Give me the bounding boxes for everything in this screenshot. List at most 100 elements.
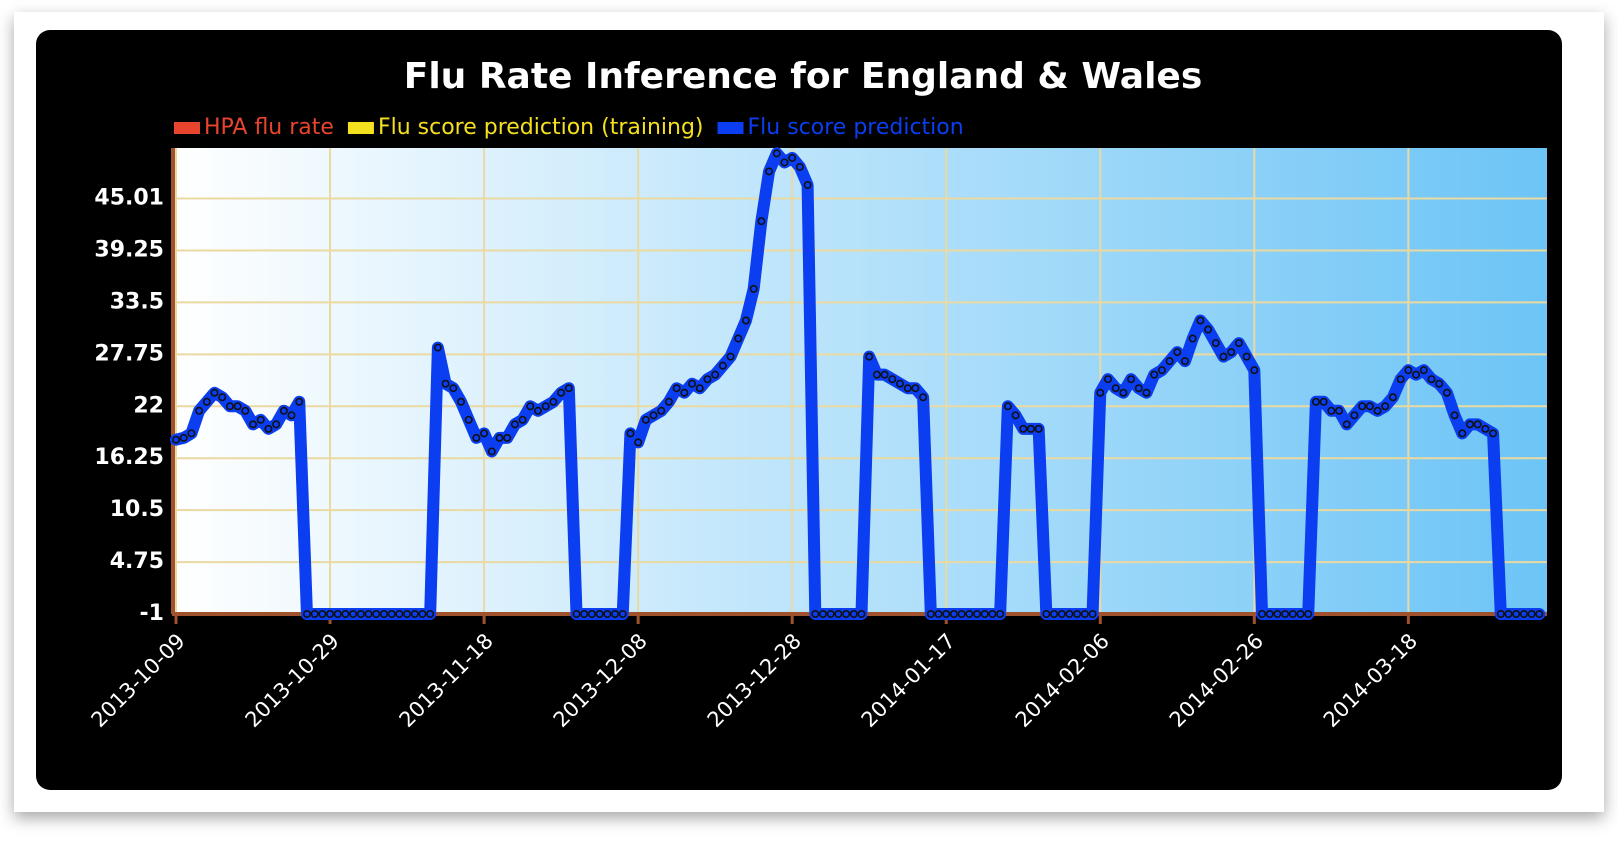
point (1489, 429, 1498, 438)
point (957, 609, 966, 618)
point (811, 609, 820, 618)
point (1196, 316, 1205, 325)
point (1435, 379, 1444, 388)
point (557, 388, 566, 397)
point (172, 435, 181, 444)
point (1512, 609, 1521, 618)
point (518, 415, 527, 424)
legend-swatch (174, 122, 200, 134)
point (826, 609, 835, 618)
point (680, 388, 689, 397)
point (179, 433, 188, 442)
point (749, 284, 758, 293)
point (1011, 411, 1020, 420)
point (980, 609, 989, 618)
point (1419, 366, 1428, 375)
point (1342, 420, 1351, 429)
point (410, 609, 419, 618)
point (926, 609, 935, 618)
point (1258, 609, 1267, 618)
point (1335, 406, 1344, 415)
point (1304, 609, 1313, 618)
point (772, 149, 781, 158)
point (934, 609, 943, 618)
point (618, 609, 627, 618)
point (495, 433, 504, 442)
point (256, 415, 265, 424)
point (464, 415, 473, 424)
point (1242, 352, 1251, 361)
point (1165, 357, 1174, 366)
point (1073, 609, 1082, 618)
point (218, 393, 227, 402)
point (688, 379, 697, 388)
legend-label: Flu score prediction (748, 115, 964, 140)
point (510, 420, 519, 429)
point (318, 609, 327, 618)
point (379, 609, 388, 618)
point (1527, 609, 1536, 618)
point (834, 609, 843, 618)
point (780, 158, 789, 167)
y-tick-label: 33.5 (110, 289, 164, 314)
point (441, 379, 450, 388)
point (818, 609, 827, 618)
legend-label: Flu score prediction (training) (378, 115, 704, 140)
point (880, 370, 889, 379)
point (202, 397, 211, 406)
point (333, 609, 342, 618)
point (741, 316, 750, 325)
point (949, 609, 958, 618)
point (973, 609, 982, 618)
point (726, 352, 735, 361)
point (842, 609, 851, 618)
point (1358, 402, 1367, 411)
point (641, 415, 650, 424)
point (364, 609, 373, 618)
point (1288, 609, 1297, 618)
point (472, 433, 481, 442)
y-tick-label: 22 (133, 393, 164, 418)
point (872, 370, 881, 379)
point (187, 429, 196, 438)
point (757, 217, 766, 226)
point (695, 384, 704, 393)
point (942, 609, 951, 618)
legend-swatch (347, 122, 374, 134)
y-tick-label: -1 (140, 601, 164, 626)
point (349, 609, 358, 618)
point (241, 406, 250, 415)
point (295, 397, 304, 406)
point (1173, 348, 1182, 357)
point (487, 447, 496, 456)
point (795, 162, 804, 171)
point (279, 406, 288, 415)
point (634, 438, 643, 447)
y-tick-label: 27.75 (94, 341, 164, 366)
point (611, 609, 620, 618)
point (1442, 388, 1451, 397)
point (657, 406, 666, 415)
y-tick-label: 45.01 (94, 185, 164, 210)
point (1412, 370, 1421, 379)
point (264, 424, 273, 433)
point (911, 384, 920, 393)
point (896, 379, 905, 388)
point (1127, 375, 1136, 384)
point (395, 609, 404, 618)
y-tick-label: 10.5 (110, 497, 164, 522)
point (1273, 609, 1282, 618)
point (1096, 388, 1105, 397)
point (1519, 609, 1528, 618)
point (418, 609, 427, 618)
point (480, 429, 489, 438)
point (1119, 388, 1128, 397)
point (587, 609, 596, 618)
point (1034, 424, 1043, 433)
point (1450, 411, 1459, 420)
point (564, 384, 573, 393)
point (1481, 424, 1490, 433)
point (1388, 393, 1397, 402)
point (526, 402, 535, 411)
